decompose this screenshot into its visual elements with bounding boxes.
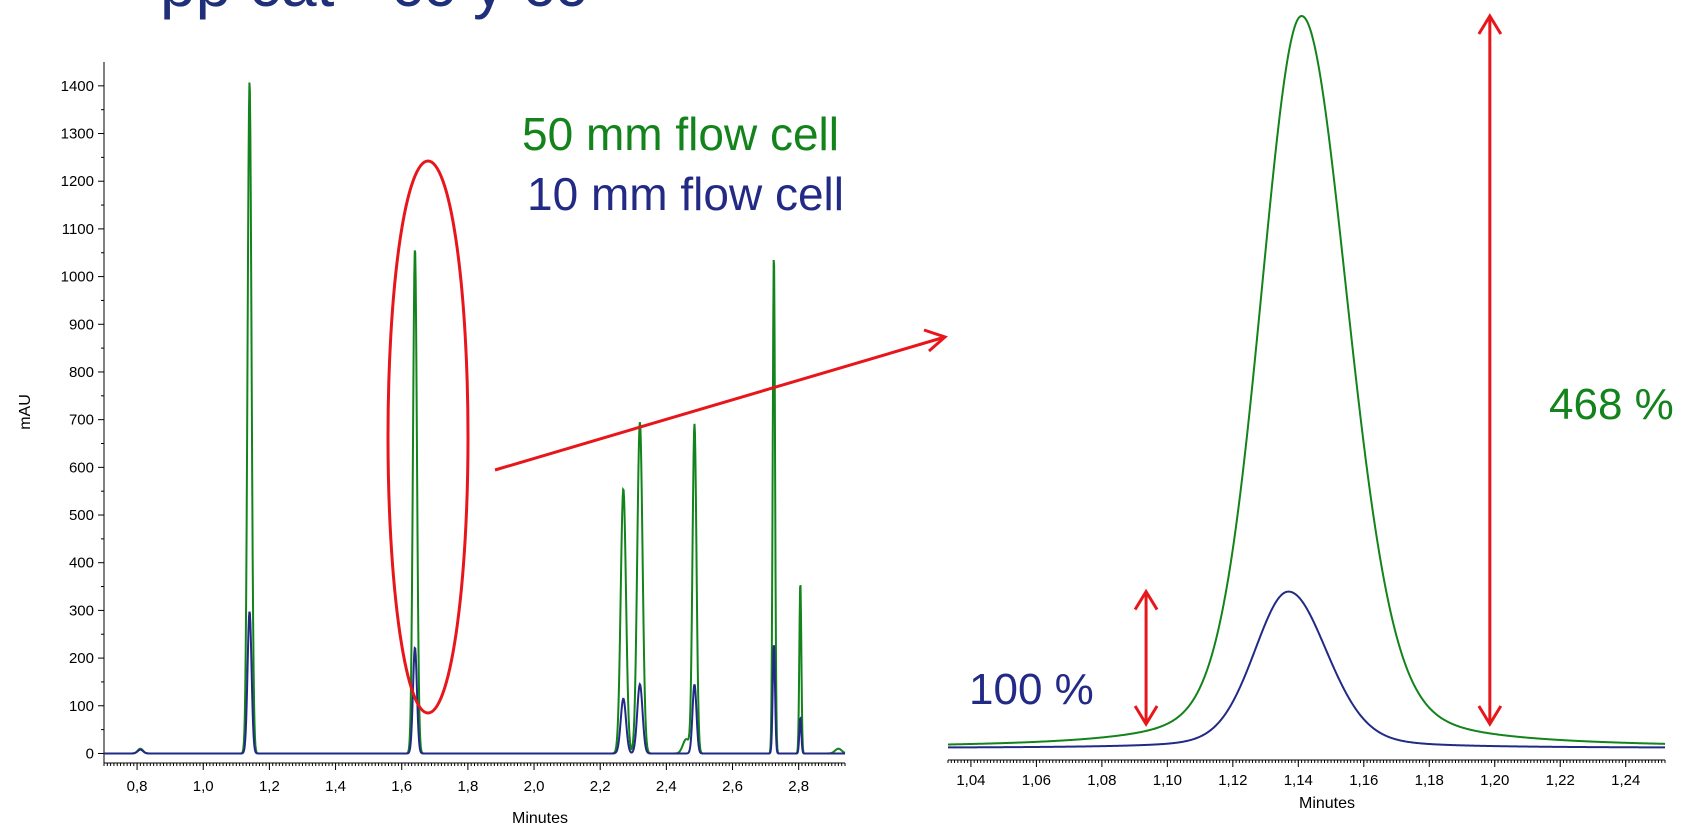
left-y-tick-label: 1000 xyxy=(61,269,94,286)
left-y-tick-label: 700 xyxy=(69,412,94,429)
left-x-tick-label: 1,2 xyxy=(259,778,280,795)
left-x-axis-title: Minutes xyxy=(512,810,568,824)
arrow-head-top xyxy=(1133,588,1159,611)
arrow-head-top xyxy=(1477,13,1503,35)
right-x-axis-title: Minutes xyxy=(1299,795,1355,812)
left-y-tick-label: 1400 xyxy=(61,78,94,95)
left-x-tick-label: 1,8 xyxy=(457,778,478,795)
right-x-tick-label: 1,16 xyxy=(1349,772,1378,789)
right-x-tick-label: 1,18 xyxy=(1415,772,1444,789)
right-x-tick-label: 1,22 xyxy=(1546,772,1575,789)
left-x-tick-label: 0,8 xyxy=(127,778,148,795)
left-series-10mm-line xyxy=(104,611,845,755)
left-y-tick-label: 1300 xyxy=(61,126,94,143)
left-chromatogram: 0 100 200 300 400 500 600 700 800 900 1000 1100 1200… xyxy=(17,62,846,824)
right-x-tick-label: 1,08 xyxy=(1087,772,1116,789)
right-zoom-chromatogram: 1,04 1,06 1,08 1,10 1,12 1,14 1,16 1,18 1,20 1,22… xyxy=(947,14,1666,812)
left-x-tick-label: 1,0 xyxy=(193,778,214,795)
right-x-ticks: 1,04 1,06 1,08 1,10 1,12 1,14 1,16 1,18 1,20 1,22… xyxy=(947,760,1666,789)
left-y-tick-label: 200 xyxy=(69,650,94,667)
left-y-tick-label: 0 xyxy=(86,745,94,762)
left-x-tick-label: 2,8 xyxy=(788,778,809,795)
left-y-axis-title: mAU xyxy=(17,394,34,430)
left-y-tick-label: 100 xyxy=(69,698,94,715)
legend-50mm: 50 mm flow cell xyxy=(522,108,839,160)
left-y-tick-label: 1200 xyxy=(61,173,94,190)
right-x-tick-label: 1,10 xyxy=(1153,772,1182,789)
legend-10mm: 10 mm flow cell xyxy=(527,168,844,220)
right-x-tick-label: 1,12 xyxy=(1218,772,1247,789)
left-x-tick-label: 2,2 xyxy=(590,778,611,795)
right-series-50mm-line xyxy=(947,14,1666,746)
zoom-arrow xyxy=(494,335,946,472)
right-x-tick-label: 1,20 xyxy=(1480,772,1509,789)
left-y-ticks: 0 100 200 300 400 500 600 700 800 900 1000 1100 1200… xyxy=(61,78,104,762)
percent-label-10mm: 100 % xyxy=(969,665,1094,714)
left-y-tick-label: 500 xyxy=(69,507,94,524)
left-y-tick-label: 1100 xyxy=(62,221,94,238)
highlight-ellipse xyxy=(386,159,470,715)
left-x-tick-label: 2,0 xyxy=(524,778,545,795)
left-x-tick-label: 2,4 xyxy=(656,778,677,795)
left-y-tick-label: 900 xyxy=(69,316,94,333)
percent-label-50mm: 468 % xyxy=(1549,380,1674,429)
left-y-tick-label: 800 xyxy=(69,364,94,381)
left-x-tick-label: 1,4 xyxy=(325,778,346,795)
right-series-10mm-line xyxy=(947,590,1666,749)
left-y-tick-label: 400 xyxy=(69,555,94,572)
left-y-tick-label: 300 xyxy=(69,602,94,619)
left-y-tick-label: 600 xyxy=(69,459,94,476)
zoom-arrow-head xyxy=(923,328,948,353)
arrow-head-bottom xyxy=(1477,705,1503,727)
right-x-tick-label: 1,14 xyxy=(1284,772,1313,789)
arrow-head-bottom xyxy=(1133,705,1159,727)
height-arrow-10mm xyxy=(1133,588,1159,727)
left-x-tick-label: 2,6 xyxy=(722,778,743,795)
height-arrow-50mm xyxy=(1477,13,1503,727)
right-x-tick-label: 1,04 xyxy=(956,772,985,789)
right-x-tick-label: 1,06 xyxy=(1022,772,1051,789)
right-x-tick-label: 1,24 xyxy=(1611,772,1640,789)
left-x-tick-label: 1,6 xyxy=(391,778,412,795)
left-x-ticks: 0,8 1,0 1,2 1,4 1,6 1,8 2,0 2,2 2,4 2,6 2,8 xyxy=(103,763,846,795)
page-title-fragment: pp cat · cc y cc xyxy=(160,0,587,20)
